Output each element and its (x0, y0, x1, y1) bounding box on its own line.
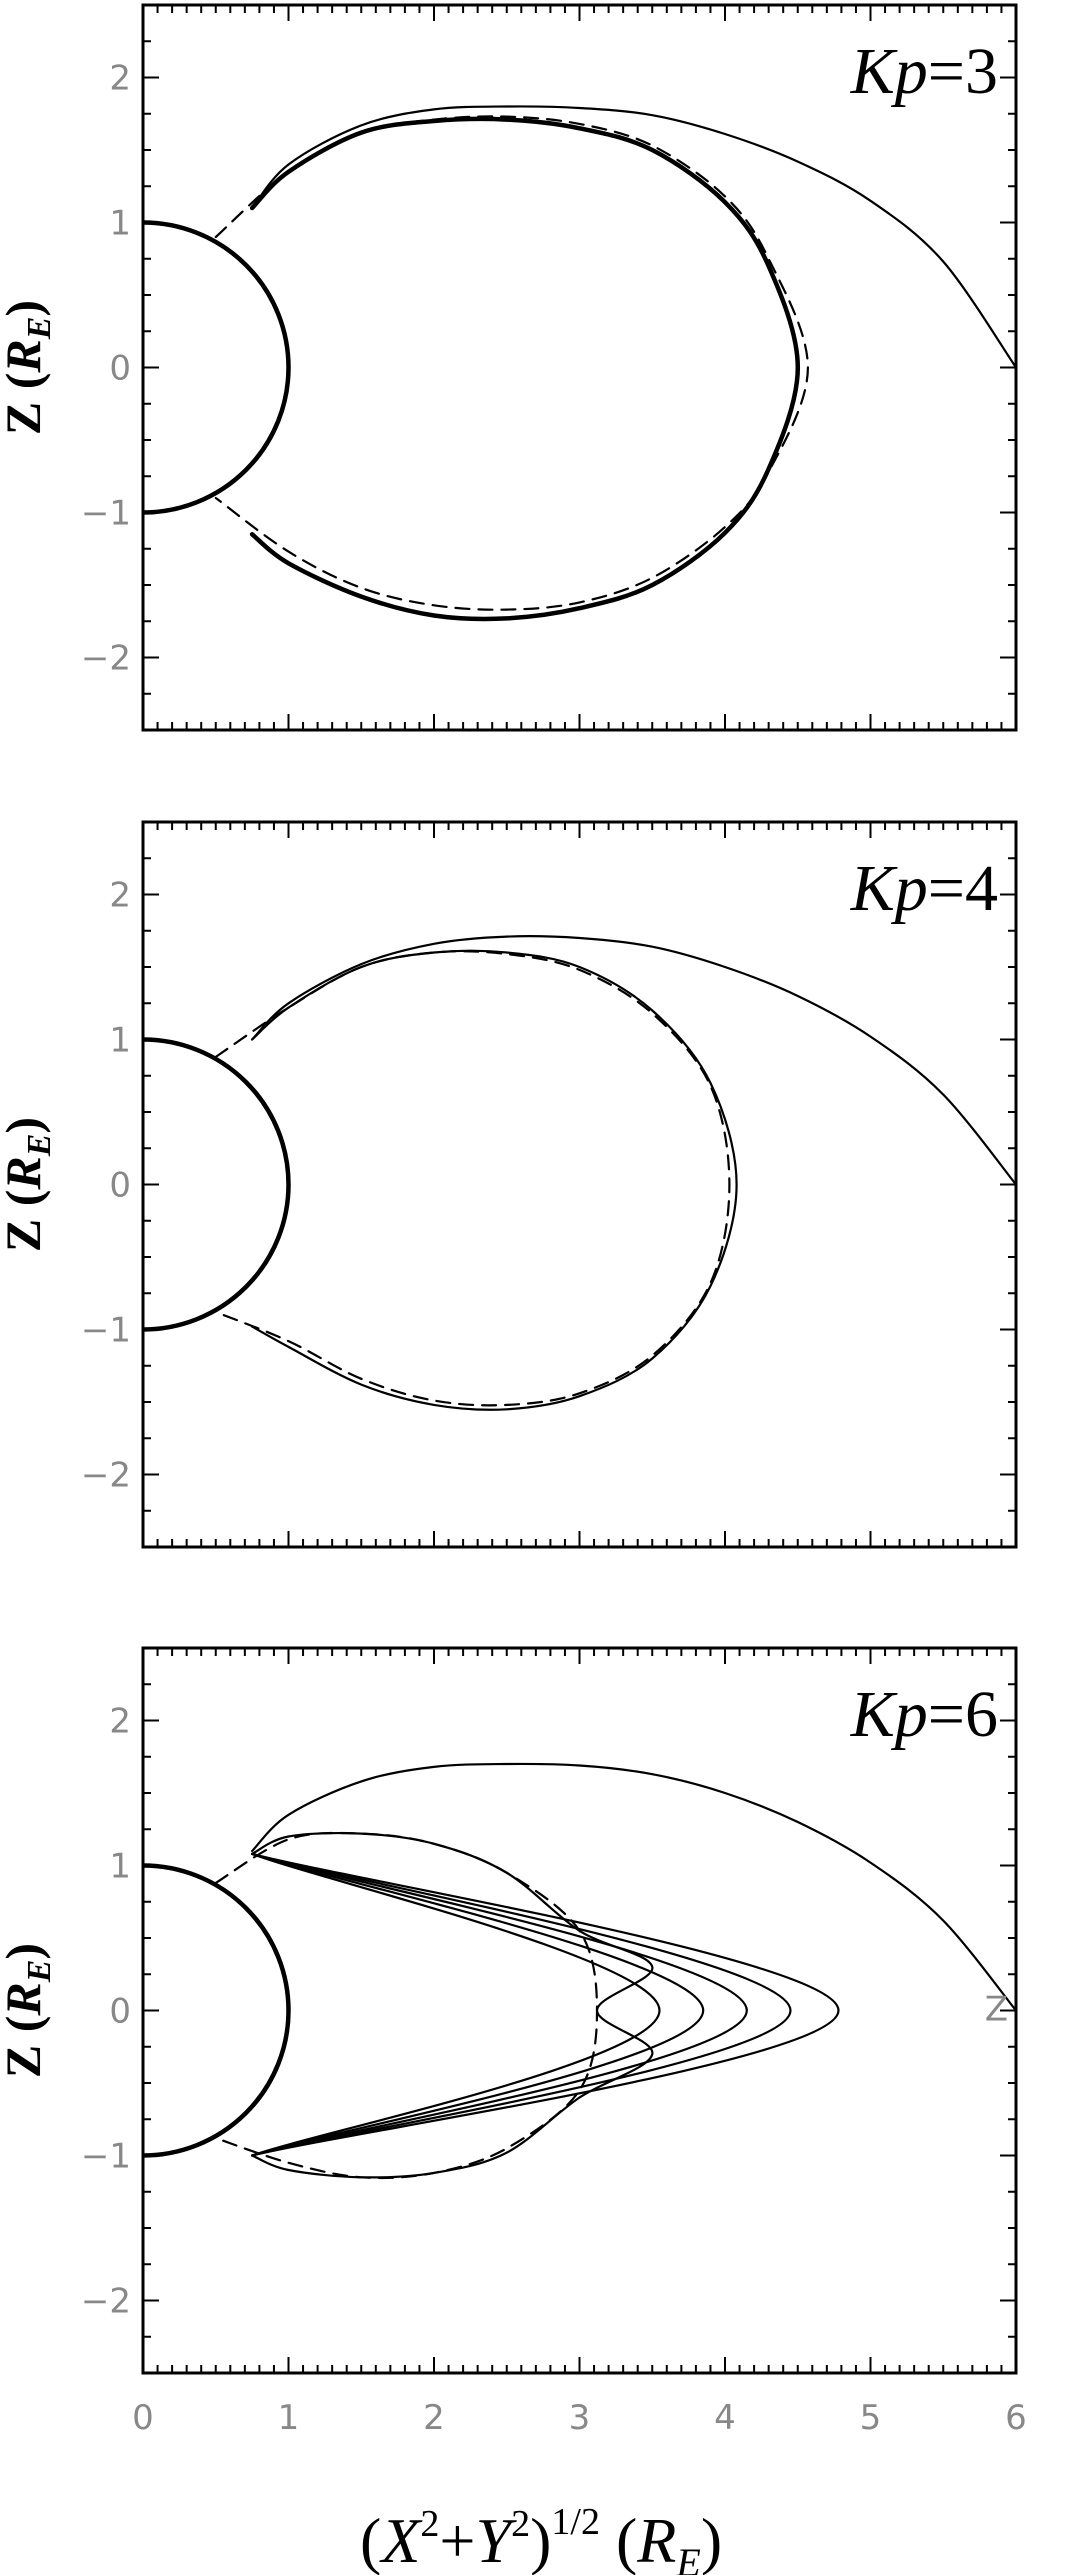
x-tick-label: 5 (860, 2398, 882, 2438)
curves-group (143, 1762, 1016, 2180)
xlabel-unit-sub: E (675, 2540, 700, 2575)
x-tick-label: 2 (423, 2398, 445, 2438)
curve-thin-solid-1 (251, 935, 1016, 1186)
xlabel-plus: + (439, 2505, 475, 2575)
curve-dashed-8 (214, 1831, 599, 2180)
ylabel-close: ) (0, 1943, 51, 1960)
y-tick-label: 2 (109, 59, 131, 99)
ylabel-close: ) (0, 300, 51, 317)
plot-frame (141, 1646, 1018, 2375)
ylabel-sub: E (21, 1960, 58, 1984)
curve-thin-solid-2 (251, 949, 738, 1411)
y-tick-label: 0 (109, 1992, 131, 2032)
y-axis-label: Z (RE) (0, 1943, 58, 2078)
curve-thin-solid-1 (251, 1762, 1016, 2012)
xlabel-open: ( (360, 2505, 381, 2575)
y-tick-label: 0 (109, 1166, 131, 1206)
y-tick-label: 1 (109, 1847, 131, 1887)
earth-boundary (143, 220, 291, 515)
x-tick-label: 1 (278, 2398, 300, 2438)
y-tick-label: −1 (81, 2137, 131, 2177)
curve-thin-solid-3 (251, 1852, 661, 2157)
panel-label-val: =3 (928, 35, 998, 108)
panel-label: Kp=4 (850, 852, 998, 925)
curve-dashed-3 (214, 115, 810, 611)
panel-label-val: =4 (928, 852, 998, 925)
plot-frame (141, 820, 1018, 1549)
x-tick-label: 6 (1005, 2398, 1027, 2438)
panel-label-var: Kp (850, 852, 928, 925)
curve-thin-solid-5 (251, 1852, 748, 2157)
curve-thin-solid-2 (251, 1831, 654, 2179)
xlabel-unit: R (636, 2505, 676, 2575)
curve-thin-solid-1 (251, 105, 1016, 369)
x-tick-label: 3 (569, 2398, 591, 2438)
curves-group (143, 105, 1016, 622)
y-axis-label: Z (RE) (0, 1117, 58, 1252)
x-tick-label: 0 (132, 2398, 154, 2438)
xlabel-sup1: 2 (420, 2503, 439, 2545)
panel-label: Kp=3 (850, 35, 998, 108)
panel-2: −2 −1 0 1 2 Kp=4 Z (RE) (0, 820, 1018, 1549)
xlabel-unit-close: ) (701, 2505, 722, 2575)
panel-label-var: Kp (850, 1678, 928, 1751)
ylabel-sub: E (21, 317, 58, 341)
x-axis-label: (X2+Y2)1/2 (RE) (360, 2501, 722, 2575)
panel-label-val: =6 (928, 1678, 998, 1751)
y-tick-label: 1 (109, 1021, 131, 1061)
curve-thin-solid-7 (251, 1852, 840, 2157)
y-tick-label: 1 (109, 204, 131, 244)
curves-group (143, 935, 1016, 1411)
earth-boundary (143, 1863, 291, 2158)
curve-thin-solid-6 (251, 1852, 792, 2157)
curve-dashed-3 (214, 950, 731, 1407)
ylabel-z: Z ( (0, 2016, 51, 2079)
x-tick-label: 4 (714, 2398, 736, 2438)
xlabel-unit-open: ( (600, 2505, 637, 2575)
xlabel-y: Y (476, 2505, 518, 2575)
panel-label: Kp=6 (850, 1678, 998, 1751)
edge-annotation: Z (985, 1990, 1008, 2030)
ylabel-r: R (0, 1982, 51, 2016)
y-axis-label: Z (RE) (0, 300, 58, 435)
y-tick-label: −1 (81, 494, 131, 534)
ylabel-z: Z ( (0, 1190, 51, 1253)
curve-thin-solid-4 (251, 1852, 705, 2157)
y-tick-label: −1 (81, 1311, 131, 1351)
plot-frame (141, 3, 1018, 732)
y-tick-label: −2 (81, 1456, 131, 1496)
y-tick-label: −2 (81, 2282, 131, 2322)
y-tick-label: 2 (109, 876, 131, 916)
y-tick-label: 2 (109, 1702, 131, 1742)
earth-boundary (143, 1037, 291, 1332)
ylabel-z: Z ( (0, 373, 51, 436)
y-tick-label: −2 (81, 639, 131, 679)
panel-1: −2 −1 0 1 2 Kp=3 Z (RE) (0, 3, 1018, 732)
xlabel-sup3: 1/2 (551, 2501, 600, 2543)
curve-thick-solid-2 (249, 116, 801, 622)
y-tick-label: 0 (109, 349, 131, 389)
xlabel-close: ) (530, 2505, 551, 2575)
panel-label-var: Kp (850, 35, 928, 108)
ylabel-close: ) (0, 1117, 51, 1134)
panel-3: −2 −1 0 1 2 0 1 2 3 4 5 6 Kp=6 Z (RE) Z (0, 1646, 1027, 2438)
ylabel-r: R (0, 339, 51, 373)
xlabel-sup2: 2 (511, 2503, 530, 2545)
xlabel-x: X (378, 2505, 423, 2575)
ylabel-sub: E (21, 1134, 58, 1158)
ylabel-r: R (0, 1156, 51, 1190)
